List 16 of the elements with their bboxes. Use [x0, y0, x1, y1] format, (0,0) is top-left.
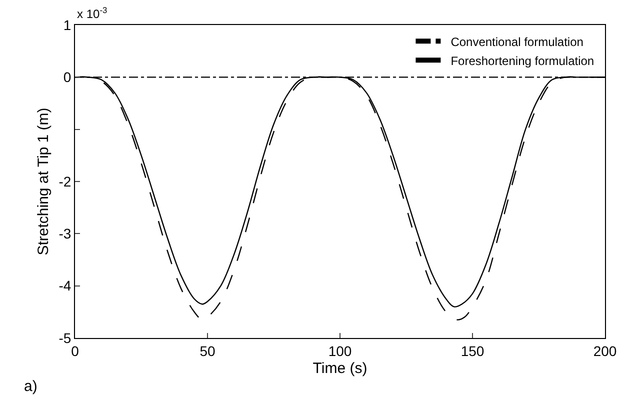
x-axis-title: Time (s)	[312, 360, 368, 377]
x-tick-label: 50	[200, 342, 216, 359]
y-tick-label: 0	[63, 69, 72, 86]
y-tick-label: -5	[58, 330, 72, 346]
text: x 10$^{-3}$	[77, 5, 108, 22]
y-tick-label: 1	[63, 16, 72, 33]
text: a)	[24, 378, 38, 395]
legend-label: Foreshortening formulation	[450, 54, 594, 68]
y-tick-label: -4	[58, 278, 72, 294]
y-tick-label: -2	[58, 173, 72, 190]
legend-label: Conventional formulation	[450, 34, 584, 49]
y-axis-title: Stretching at Tip 1 (m)	[34, 108, 52, 256]
x-tick-label: 100	[328, 342, 352, 359]
x-tick-label: 150	[460, 342, 484, 359]
x-tick-label: 200	[593, 342, 617, 359]
y-tick-label: -3	[58, 226, 72, 242]
